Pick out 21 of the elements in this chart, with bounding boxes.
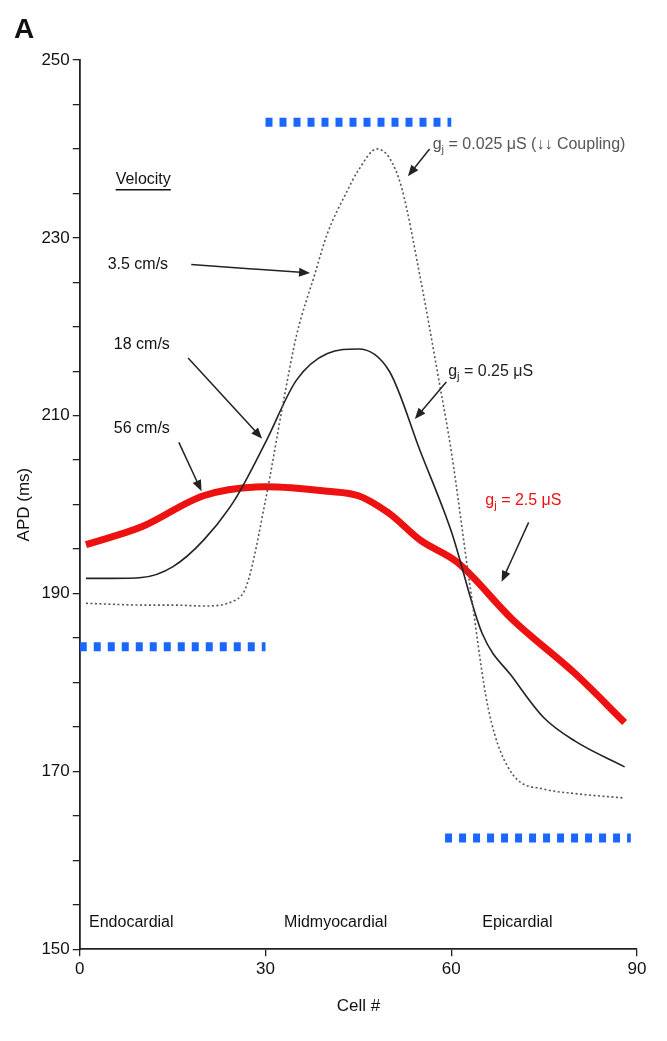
annotation: Velocity [115,170,171,188]
annotation: Midmyocardial [284,912,388,930]
x-tick-label: 30 [256,959,275,979]
x-tick-label: 60 [441,959,461,979]
annotation: 3.5 cm/s [107,254,169,272]
line-series [85,348,626,768]
chart-title: A [14,12,35,44]
annotation: 56 cm/s [113,419,170,437]
y-tick-label: 150 [41,938,70,958]
y-tick-label: 190 [41,583,70,603]
y-axis-title: APD (ms) [13,467,33,542]
annotation: Endocardial [89,912,174,930]
x-axis-title: Cell # [336,996,381,1016]
annotation: 18 cm/s [113,334,170,352]
y-tick-label: 210 [41,405,70,425]
x-tick-label: 90 [627,959,647,979]
x-tick-label: 0 [75,959,85,979]
annotation: Epicardial [482,912,553,930]
y-tick-label: 230 [41,227,70,247]
y-tick-label: 250 [41,49,70,69]
y-tick-label: 170 [41,761,70,781]
